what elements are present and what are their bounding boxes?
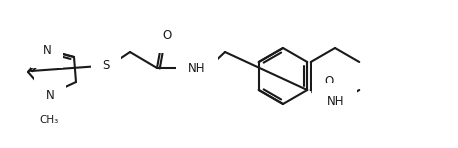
Text: O: O (163, 29, 172, 41)
Text: O: O (324, 74, 333, 87)
Text: NH: NH (188, 62, 206, 74)
Text: NH: NH (327, 95, 345, 107)
Text: CH₃: CH₃ (39, 115, 59, 125)
Text: N: N (46, 89, 55, 102)
Text: N: N (43, 44, 51, 57)
Text: S: S (102, 58, 109, 71)
